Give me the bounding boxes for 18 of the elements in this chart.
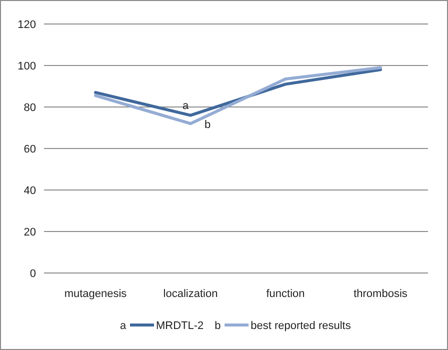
y-tick-label: 120	[18, 19, 36, 31]
y-tick-label: 80	[24, 102, 36, 114]
annotation: b	[204, 118, 211, 131]
y-tick-label: 100	[18, 60, 36, 72]
y-tick-label: 20	[24, 226, 36, 238]
legend-label: best reported results	[250, 320, 352, 332]
line-series	[94, 68, 382, 117]
y-tick-label: 40	[24, 185, 36, 197]
x-tick-label: mutagenesis	[64, 288, 128, 300]
x-tick-label: localization	[163, 288, 218, 300]
y-tick-label: 60	[24, 144, 36, 156]
x-tick-label: thrombosis	[354, 288, 408, 300]
legend-label: MRDTL-2	[156, 320, 204, 332]
text: a	[120, 320, 127, 332]
y-tick-label: 0	[30, 268, 36, 280]
annotation: a	[182, 100, 190, 112]
x-tick-label: function	[266, 288, 305, 300]
text: b	[214, 320, 221, 332]
